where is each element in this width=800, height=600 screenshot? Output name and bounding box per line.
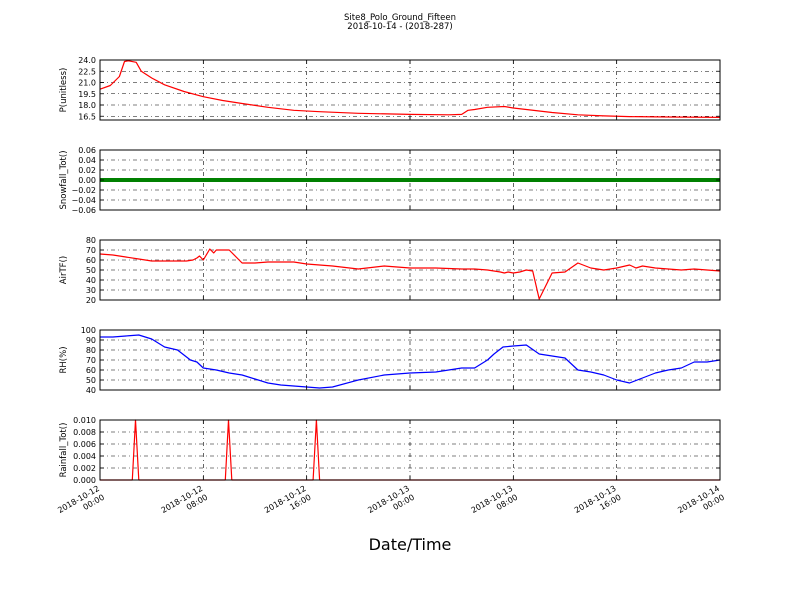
y-tick-label: 40 xyxy=(86,386,96,395)
y-tick-label: 0.02 xyxy=(78,166,96,175)
y-tick-label: −0.06 xyxy=(71,206,96,215)
y-tick-label: 60 xyxy=(86,366,96,375)
y-tick-label: 70 xyxy=(86,356,96,365)
y-tick-label: 0.000 xyxy=(73,476,96,485)
y-axis-label: Rainfall_Tot() xyxy=(59,423,69,478)
y-tick-label: 50 xyxy=(86,376,96,385)
y-tick-label: 0.010 xyxy=(73,416,96,425)
figure-title: Site8_Polo_Ground_Fifteen xyxy=(344,13,456,23)
y-axis-label: RH(%) xyxy=(59,346,69,373)
y-tick-label: 18.0 xyxy=(78,101,96,110)
y-tick-label: 0.04 xyxy=(78,156,96,165)
y-tick-label: 80 xyxy=(86,236,96,245)
y-tick-label: 24.0 xyxy=(78,56,96,65)
y-tick-label: 0.004 xyxy=(73,452,96,461)
y-tick-label: 22.5 xyxy=(78,67,96,76)
y-tick-label: 20 xyxy=(86,296,96,305)
y-tick-label: 70 xyxy=(86,246,96,255)
y-tick-label: 19.5 xyxy=(78,90,96,99)
panel-2: 0.060.040.020.00−0.02−0.04−0.06Snowfall_… xyxy=(59,146,721,215)
series-line-1 xyxy=(100,334,721,389)
y-tick-label: 0.06 xyxy=(78,146,96,155)
series-line-1 xyxy=(99,60,721,118)
panel-1: 24.0 22.5 21.0 19.5 18.0 16.5 P(unitless) xyxy=(59,56,721,121)
y-tick-label: 100 xyxy=(81,326,96,335)
series-line-1 xyxy=(99,248,721,300)
y-tick-label: 30 xyxy=(86,286,96,295)
y-axis-label: AirTF() xyxy=(59,256,69,284)
y-tick-label: 21.0 xyxy=(78,79,96,88)
y-tick-label: 80 xyxy=(86,346,96,355)
y-axis-label: Snowfall_Tot() xyxy=(59,150,69,209)
chart-panels: 24.022.521.019.518.016.5P(unitless)0.060… xyxy=(56,56,726,515)
y-axis-label: P(unitless) xyxy=(59,68,69,113)
figure-subtitle: 2018-10-14 - (2018-287) xyxy=(347,22,452,32)
x-axis-label: Date/Time xyxy=(369,535,452,554)
y-tick-label: 0.002 xyxy=(73,464,96,473)
y-tick-label: 0.006 xyxy=(73,440,96,449)
y-tick-label: 16.5 xyxy=(78,112,96,121)
y-tick-label: 40 xyxy=(86,276,96,285)
y-tick-label: 90 xyxy=(86,336,96,345)
y-tick-label: 50 xyxy=(86,266,96,275)
y-tick-label: −0.04 xyxy=(71,196,96,205)
y-tick-label: 0.008 xyxy=(73,428,96,437)
y-tick-label: 0.00 xyxy=(78,176,96,185)
y-tick-label: −0.02 xyxy=(71,186,96,195)
y-tick-label: 60 xyxy=(86,256,96,265)
